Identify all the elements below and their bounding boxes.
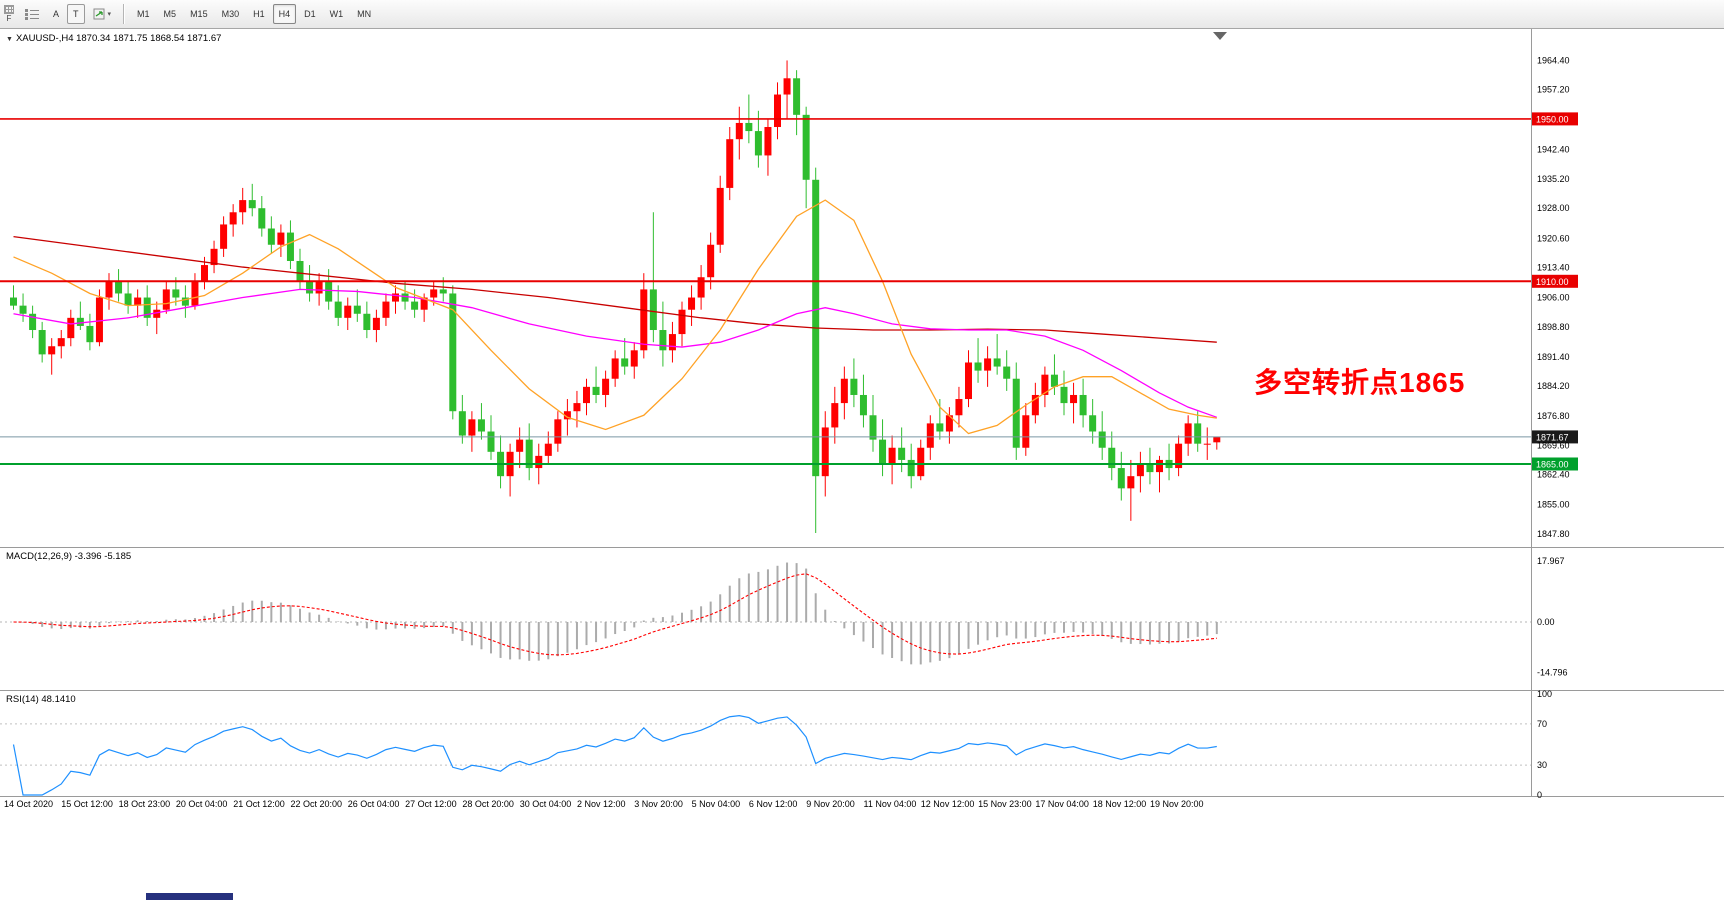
svg-text:3 Nov 20:00: 3 Nov 20:00: [634, 799, 683, 809]
timeframe-button-m1[interactable]: M1: [137, 9, 150, 19]
svg-text:9 Nov 20:00: 9 Nov 20:00: [806, 799, 855, 809]
timeframe-button-w1[interactable]: W1: [329, 9, 344, 19]
grid-icon: [4, 5, 14, 14]
price-badge: [1532, 274, 1578, 288]
collapse-triangle-icon: ▼: [6, 36, 13, 43]
svg-text:26 Oct 04:00: 26 Oct 04:00: [348, 799, 400, 809]
svg-text:30 Oct 04:00: 30 Oct 04:00: [520, 799, 572, 809]
svg-text:6 Nov 12:00: 6 Nov 12:00: [749, 799, 798, 809]
svg-text:30: 30: [1537, 760, 1547, 770]
templates-icon: [93, 8, 105, 20]
timeframe-button-m30[interactable]: M30: [221, 9, 240, 19]
price-badge: [1532, 112, 1578, 126]
price-axis-labels: 1964.40 1957.20 1942.40 1935.20 1928.00 1920.…: [1537, 55, 1570, 538]
svg-text:1855.00: 1855.00: [1537, 500, 1570, 510]
toolbar-separator: [123, 4, 126, 24]
toolbar: F A T ▾ M1 M5 M15 M30 H1 H4 D1 W1 MN: [0, 0, 1724, 29]
timeframe-button-d1[interactable]: D1: [304, 9, 316, 19]
chart-annotation-text: 多空转折点1865: [1254, 367, 1466, 398]
symbol-ohlc-text: XAUUSD-,H4 1870.34 1871.75 1868.54 1871.…: [15, 33, 222, 44]
macd-indicator-label: MACD(12,26,9) -3.396 -5.185: [6, 551, 132, 562]
svg-text:18 Oct 23:00: 18 Oct 23:00: [119, 799, 171, 809]
bottom-taskbar-fragment: [146, 893, 233, 900]
svg-text:11 Nov 04:00: 11 Nov 04:00: [864, 799, 917, 809]
svg-text:1847.80: 1847.80: [1537, 529, 1570, 539]
timeframe-buttons: M1 M5 M15 M30 H1 H4 D1 W1 MN: [130, 4, 378, 24]
chevron-down-icon: ▾: [107, 11, 112, 18]
svg-text:15 Nov 23:00: 15 Nov 23:00: [978, 799, 1032, 809]
price-badge: [1532, 457, 1578, 471]
svg-text:1920.60: 1920.60: [1537, 233, 1570, 243]
macd-histogram: [22, 562, 1218, 665]
templates-button[interactable]: ▾: [87, 4, 118, 24]
chart-symbol-ohlc: ▼ XAUUSD-,H4 1870.34 1871.75 1868.54 1871…: [6, 33, 221, 44]
svg-text:12 Nov 12:00: 12 Nov 12:00: [921, 799, 975, 809]
indicator-list-icon[interactable]: [19, 4, 45, 24]
svg-text:1898.80: 1898.80: [1537, 322, 1570, 332]
svg-text:100: 100: [1537, 689, 1552, 699]
chart-shift-marker: [1213, 32, 1227, 40]
svg-text:1950.00: 1950.00: [1536, 114, 1569, 124]
svg-text:1869.60: 1869.60: [1537, 440, 1570, 450]
corner-f-label: F: [6, 14, 12, 23]
macd-signal-line: [13, 573, 1217, 656]
svg-text:15 Oct 12:00: 15 Oct 12:00: [61, 799, 113, 809]
svg-text:5 Nov 04:00: 5 Nov 04:00: [692, 799, 741, 809]
svg-text:1942.40: 1942.40: [1537, 145, 1570, 155]
svg-text:20 Oct 04:00: 20 Oct 04:00: [176, 799, 228, 809]
svg-text:27 Oct 12:00: 27 Oct 12:00: [405, 799, 457, 809]
svg-text:1935.20: 1935.20: [1537, 174, 1570, 184]
svg-text:1862.40: 1862.40: [1537, 470, 1570, 480]
svg-text:18 Nov 12:00: 18 Nov 12:00: [1093, 799, 1147, 809]
toolbar-drag-handle[interactable]: F: [2, 5, 16, 23]
timeframe-button-h4[interactable]: H4: [272, 4, 297, 24]
svg-text:1957.20: 1957.20: [1537, 85, 1570, 95]
timeframe-button-m5[interactable]: M5: [163, 9, 177, 19]
svg-text:1910.00: 1910.00: [1536, 277, 1569, 287]
time-axis-labels: 14 Oct 2020 15 Oct 12:00 18 Oct 23:00 20 Oc…: [4, 799, 1204, 809]
svg-text:70: 70: [1537, 719, 1547, 729]
svg-text:28 Oct 20:00: 28 Oct 20:00: [462, 799, 514, 809]
svg-text:-14.796: -14.796: [1537, 667, 1568, 677]
svg-text:19 Nov 20:00: 19 Nov 20:00: [1150, 799, 1204, 809]
svg-text:22 Oct 20:00: 22 Oct 20:00: [291, 799, 343, 809]
svg-text:0.00: 0.00: [1537, 617, 1555, 627]
svg-text:1871.67: 1871.67: [1536, 432, 1569, 442]
svg-text:1906.00: 1906.00: [1537, 293, 1570, 303]
ma-orange-line: [13, 199, 1217, 435]
rsi-indicator-label: RSI(14) 48.1410: [6, 694, 76, 705]
timeframe-button-h1[interactable]: H1: [253, 9, 265, 19]
price-badge: [1532, 430, 1578, 444]
svg-text:21 Oct 12:00: 21 Oct 12:00: [233, 799, 285, 809]
svg-text:1964.40: 1964.40: [1537, 55, 1570, 65]
ma-red-line: [13, 235, 1217, 343]
timeframe-button-mn[interactable]: MN: [357, 9, 372, 19]
text-tool-t-button[interactable]: T: [67, 4, 85, 24]
svg-text:14 Oct 2020: 14 Oct 2020: [4, 799, 53, 809]
svg-text:1865.00: 1865.00: [1536, 459, 1569, 469]
timeframe-button-m15[interactable]: M15: [190, 9, 208, 19]
candles-group: [10, 60, 1221, 534]
list-icon: [25, 9, 39, 20]
svg-text:1891.40: 1891.40: [1537, 352, 1570, 362]
label-tool-a-button[interactable]: A: [53, 9, 60, 19]
svg-text:2 Nov 12:00: 2 Nov 12:00: [577, 799, 626, 809]
svg-text:1913.40: 1913.40: [1537, 262, 1570, 272]
svg-text:17.967: 17.967: [1537, 556, 1565, 566]
ma-magenta-line: [13, 288, 1218, 418]
svg-text:1928.00: 1928.00: [1537, 203, 1570, 213]
svg-text:1884.20: 1884.20: [1537, 381, 1570, 391]
svg-text:1876.80: 1876.80: [1537, 411, 1570, 421]
svg-text:17 Nov 04:00: 17 Nov 04:00: [1035, 799, 1089, 809]
rsi-line: [12, 715, 1217, 796]
svg-text:0: 0: [1537, 790, 1542, 800]
